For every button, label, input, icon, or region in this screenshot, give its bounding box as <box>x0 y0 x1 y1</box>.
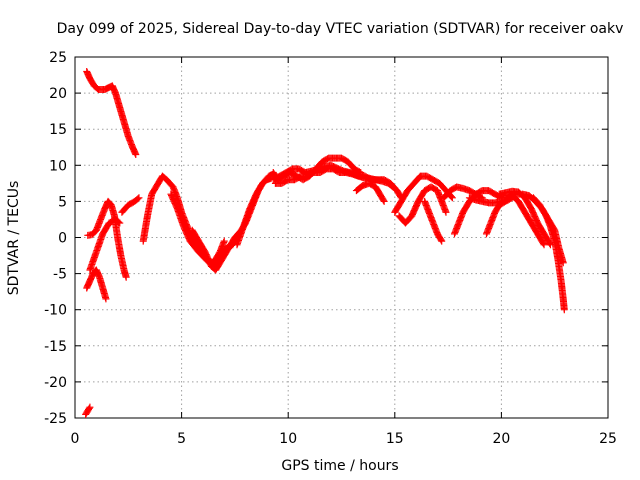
data-point <box>442 208 450 216</box>
series-arc-5 <box>118 194 143 216</box>
y-tick-label-7: 10 <box>49 158 67 174</box>
y-tick-label-1: -20 <box>44 375 67 391</box>
data-point <box>437 236 445 244</box>
y-tick-label-6: 5 <box>58 194 67 210</box>
data-point <box>380 197 388 205</box>
data-point <box>115 218 123 226</box>
y-tick-label-0: -25 <box>44 411 67 427</box>
series-arc-14 <box>352 179 388 205</box>
series-arc-21 <box>465 194 512 207</box>
data-point <box>448 194 456 202</box>
y-tick-label-2: -15 <box>44 339 67 355</box>
data-point <box>504 196 512 204</box>
x-tick-label-1: 5 <box>177 431 186 447</box>
y-tick-label-4: -5 <box>53 267 67 283</box>
series-arc-3 <box>83 266 110 303</box>
data-point <box>559 259 567 267</box>
data-point <box>220 237 228 245</box>
data-point <box>391 184 399 192</box>
axis-ticks: 0 5 10 15 20 25 -25 -20 -15 -10 -5 0 5 10 15 20 25 <box>44 50 617 447</box>
x-tick-label-2: 10 <box>279 431 297 447</box>
data-point <box>134 195 142 203</box>
series-arc-1 <box>83 67 140 158</box>
y-tick-label-10: 25 <box>49 50 67 66</box>
grid-lines <box>75 57 608 418</box>
series-arc-16 <box>395 183 450 227</box>
data-point <box>85 404 93 412</box>
series-arc-23 <box>508 192 548 249</box>
series-arc-8 <box>167 190 228 267</box>
x-axis-label: GPS time / hours <box>281 458 398 474</box>
y-tick-label-9: 20 <box>49 86 67 102</box>
data-point <box>390 184 398 192</box>
data-point <box>447 193 455 201</box>
series-arc-13 <box>269 161 399 192</box>
data-point <box>379 196 387 204</box>
x-tick-label-3: 15 <box>386 431 404 447</box>
x-tick-label-5: 25 <box>599 431 617 447</box>
series-arc-25 <box>529 194 568 314</box>
series-arc-6 <box>82 403 94 418</box>
series-arc-18 <box>440 183 486 202</box>
y-tick-label-5: 0 <box>58 231 67 247</box>
data-point <box>438 237 446 245</box>
x-tick-label-4: 20 <box>492 431 510 447</box>
y-tick-label-3: -10 <box>44 303 67 319</box>
data-point <box>135 194 143 202</box>
data-series <box>82 67 568 418</box>
series-arc-2 <box>84 197 130 281</box>
y-tick-label-8: 15 <box>49 122 67 138</box>
series-arc-4 <box>86 215 124 274</box>
x-tick-label-0: 0 <box>71 431 80 447</box>
data-point <box>102 295 110 303</box>
data-point <box>540 241 548 249</box>
series-arc-15 <box>391 172 456 216</box>
data-point <box>539 240 547 248</box>
data-point <box>86 403 94 411</box>
y-axis-label: SDTVAR / TECUs <box>6 181 22 296</box>
chart-title: Day 099 of 2025, Sidereal Day-to-day VTE… <box>57 21 624 37</box>
data-point <box>132 150 140 158</box>
data-point <box>122 273 130 281</box>
series-arc-17 <box>421 197 446 245</box>
data-point <box>560 306 568 314</box>
data-point <box>116 219 124 227</box>
